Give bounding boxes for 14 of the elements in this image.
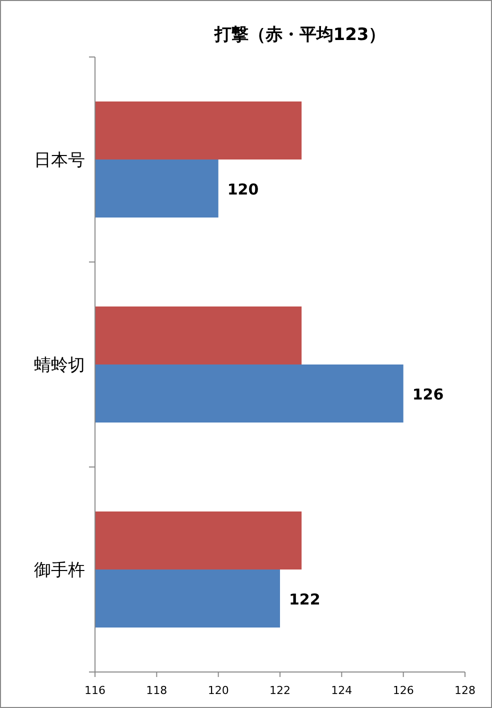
y-tick-label: 御手杵 (34, 560, 85, 580)
x-tick-label: 124 (331, 684, 352, 697)
x-tick-label: 126 (392, 684, 414, 697)
y-tick-label: 日本号 (34, 150, 85, 170)
chart-title: 打撃（赤・平均123） (213, 25, 386, 45)
x-tick-label: 122 (270, 684, 290, 697)
y-tick-label: 蜻蛉切 (34, 356, 85, 376)
x-tick-label: 116 (84, 684, 106, 697)
data-label: 122 (289, 590, 320, 609)
x-tick-label: 118 (146, 684, 168, 697)
data-label: 126 (412, 386, 444, 404)
x-tick-label: 120 (208, 684, 229, 697)
data-label: 120 (227, 180, 259, 199)
x-tick-label: 128 (454, 684, 476, 697)
